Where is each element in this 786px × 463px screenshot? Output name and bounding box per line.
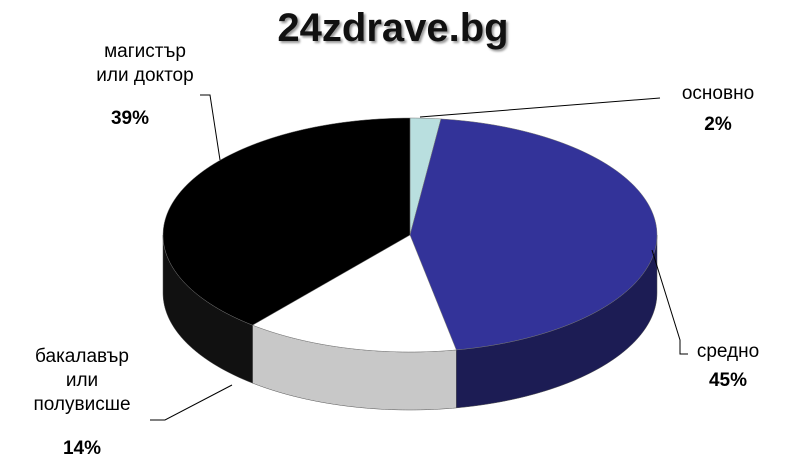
slice-label: основно [681,83,755,104]
slice-label: бакалавър или полувисше [33,346,131,415]
slice-label: магистър или доктор [96,41,194,86]
value-label: 45% [708,370,748,391]
leader-line [651,249,688,355]
chart-title: 24zdrave.bg [277,6,509,50]
slice [251,234,457,353]
value-label: 14% [62,438,102,459]
slice [409,118,658,351]
slice-label: средно [696,341,760,362]
value-label: 2% [704,114,732,135]
leader-line [200,94,221,161]
leader-line [150,384,233,421]
leader-line [419,97,661,118]
value-label: 39% [110,108,150,129]
slice [162,117,411,326]
